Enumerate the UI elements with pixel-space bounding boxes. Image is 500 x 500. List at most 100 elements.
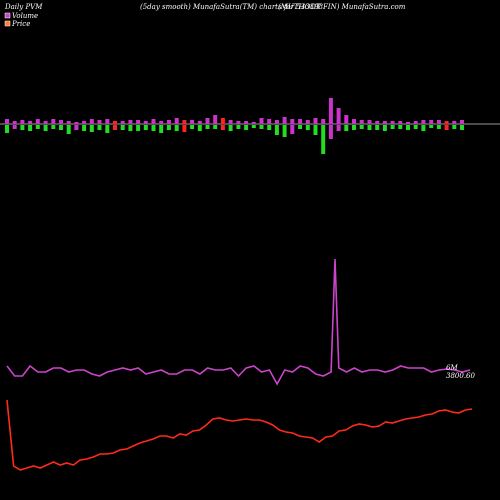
volume-bar-down: [97, 125, 102, 130]
volume-bar-down: [298, 125, 303, 129]
volume-bar-up: [336, 108, 341, 124]
volume-bar-down: [398, 125, 403, 129]
volume-bar-up: [197, 121, 202, 124]
volume-bar-up: [151, 119, 156, 124]
volume-bar-up: [274, 120, 279, 124]
volume-bar-up: [43, 121, 48, 124]
volume-bar-up: [190, 120, 195, 124]
volume-bar-up: [444, 121, 449, 124]
volume-bar-up: [51, 119, 56, 124]
volume-bar-down: [197, 125, 202, 131]
volume-bar-up: [406, 122, 410, 124]
volume-bar-up: [120, 121, 125, 124]
volume-bar-down: [452, 125, 457, 129]
volume-bars: [5, 98, 464, 154]
volume-bar-down: [174, 125, 179, 131]
volume-bar-down: [290, 125, 295, 134]
volume-bar-up: [267, 119, 272, 124]
volume-bar-down: [336, 125, 341, 131]
volume-bar-down: [236, 125, 241, 129]
volume-bar-down: [382, 125, 387, 131]
legend: Volume Price: [4, 12, 38, 28]
volume-bar-down: [205, 125, 210, 129]
volume-bar-down: [136, 125, 141, 131]
volume-bar-down: [220, 125, 225, 130]
volume-bar-up: [398, 121, 403, 124]
volume-bar-down: [321, 125, 326, 154]
legend-label-price: Price: [11, 20, 30, 28]
volume-bar-up: [113, 121, 117, 124]
volume-bar-up: [251, 122, 256, 124]
volume-bar-up: [382, 121, 387, 124]
volume-bar-down: [59, 125, 63, 130]
volume-bar-down: [128, 125, 133, 131]
volume-bar-up: [298, 119, 303, 124]
volume-bar-down: [367, 125, 372, 130]
volume-last-label: 6M: [446, 364, 458, 372]
volume-bar-up: [213, 115, 218, 124]
volume-bar-up: [174, 118, 179, 124]
volume-bar-down: [74, 125, 79, 130]
volume-bar-down: [213, 125, 218, 129]
volume-bar-up: [429, 120, 434, 124]
chart-header-center: (5day smooth) MunafaSutra(TM) charts for…: [140, 3, 323, 11]
volume-bar-down: [328, 125, 333, 139]
volume-bar-up: [143, 121, 148, 124]
volume-bar-down: [82, 125, 87, 131]
volume-bar-up: [421, 120, 426, 124]
legend-label-volume: Volume: [12, 12, 38, 20]
volume-bar-up: [66, 121, 71, 124]
volume-bar-up: [359, 120, 364, 124]
volume-bar-down: [143, 125, 148, 130]
volume-bar-up: [182, 120, 187, 124]
volume-bar-down: [51, 125, 56, 129]
volume-bar-up: [82, 121, 87, 124]
volume-bar-down: [259, 125, 264, 129]
volume-bar-up: [352, 119, 356, 124]
volume-bar-down: [12, 125, 17, 129]
volume-bar-down: [313, 125, 318, 135]
volume-bar-down: [282, 125, 287, 137]
volume-bar-down: [305, 125, 310, 130]
volume-bar-down: [413, 125, 418, 129]
volume-bar-down: [105, 125, 110, 133]
volume-bar-down: [5, 125, 9, 133]
volume-bar-down: [28, 125, 33, 131]
volume-line: [6, 258, 471, 386]
volume-bar-down: [120, 125, 125, 130]
volume-bar-up: [166, 120, 171, 124]
volume-bar-up: [205, 118, 210, 124]
volume-bar-down: [43, 125, 48, 131]
volume-bar-up: [328, 98, 333, 124]
volume-bar-down: [406, 125, 410, 130]
volume-bar-up: [5, 119, 9, 124]
volume-bar-down: [460, 125, 464, 130]
volume-bar-up: [89, 119, 94, 124]
volume-bar-up: [228, 120, 233, 124]
volume-bar-up: [290, 119, 295, 124]
volume-bar-down: [182, 125, 187, 132]
volume-bar-up: [282, 117, 287, 124]
volume-bar-down: [244, 125, 249, 130]
legend-swatch-volume: [4, 12, 11, 19]
volume-bar-down: [375, 125, 380, 130]
volume-bar-down: [190, 125, 195, 129]
volume-bar-down: [344, 125, 349, 131]
volume-bar-down: [359, 125, 364, 129]
volume-bar-up: [390, 121, 395, 124]
volume-bar-down: [444, 125, 449, 130]
volume-bar-down: [166, 125, 171, 130]
price-last-label: 3800.60: [446, 372, 475, 380]
chart-header-right: (MUTHOOT FIN) MunafaSutra.com: [278, 3, 406, 11]
volume-bar-down: [251, 125, 256, 128]
volume-bar-down: [89, 125, 94, 132]
volume-bar-up: [305, 120, 310, 124]
volume-bar-up: [74, 122, 79, 124]
volume-bar-up: [344, 115, 349, 124]
volume-bar-up: [128, 120, 133, 124]
volume-bar-up: [436, 120, 441, 124]
volume-bar-down: [35, 125, 40, 129]
